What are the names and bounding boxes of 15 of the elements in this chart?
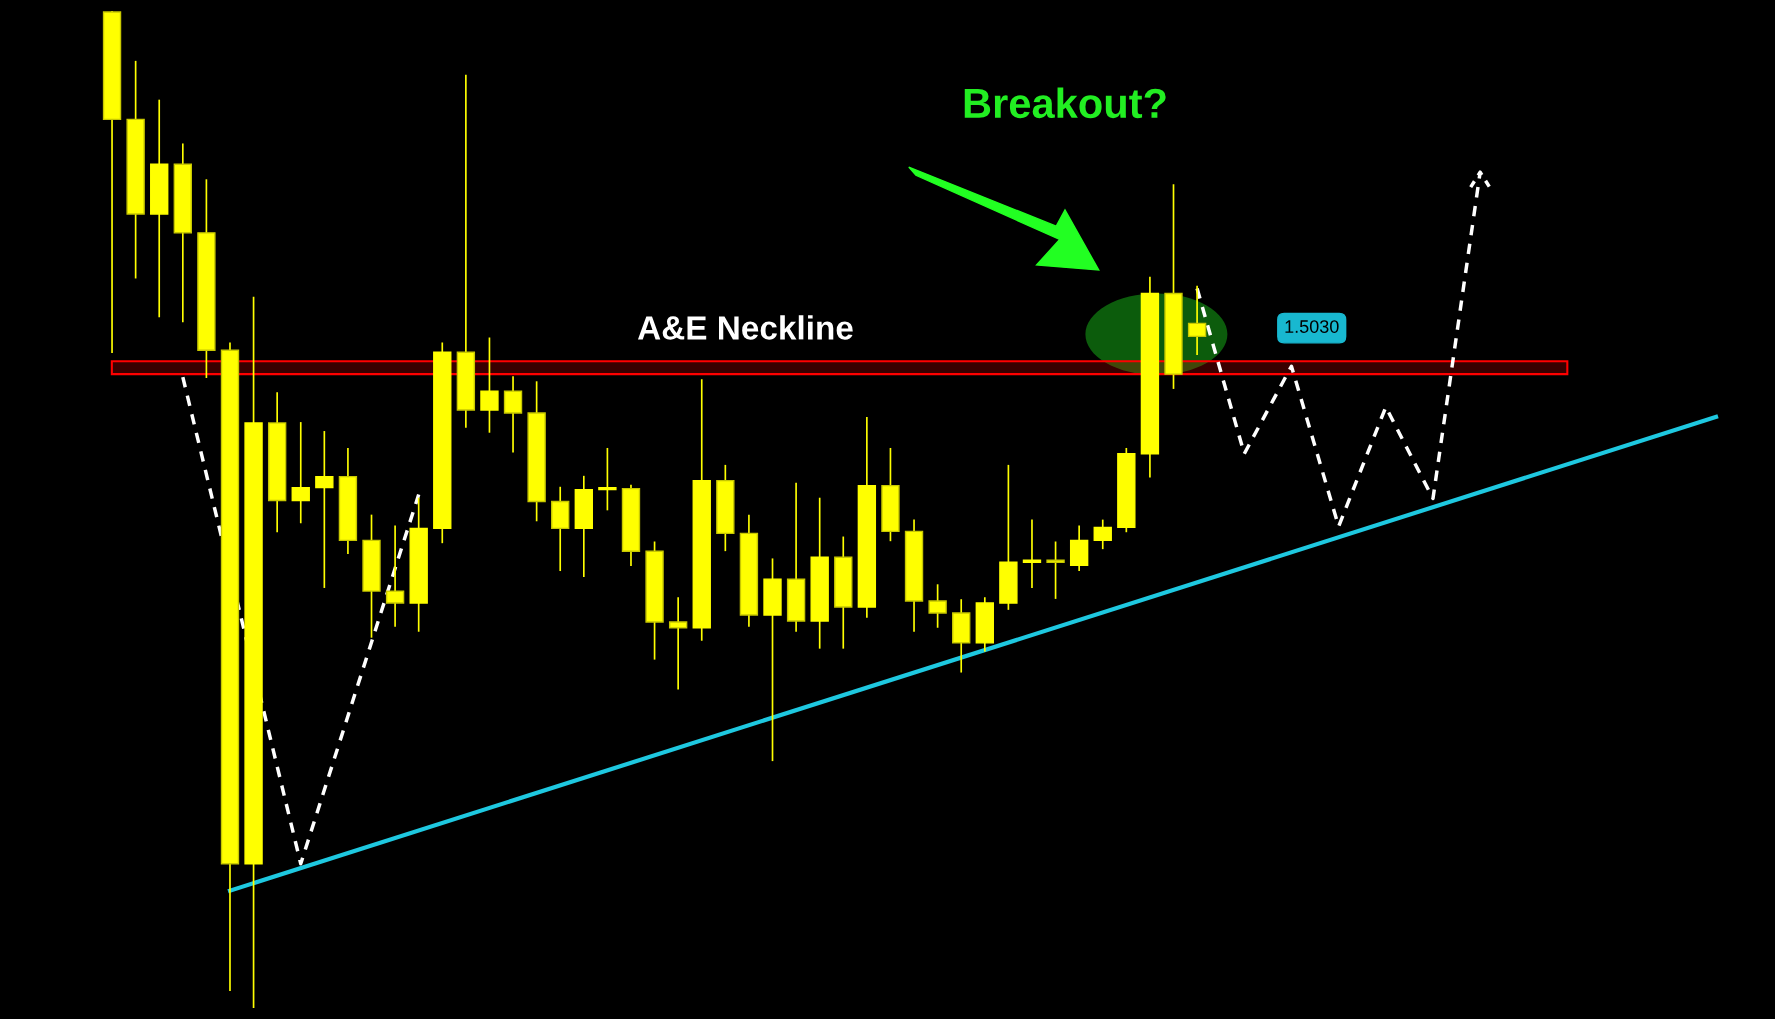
band-label: A&E Neckline	[637, 315, 853, 340]
candlestick	[291, 422, 310, 524]
annotation: Breakout?	[964, 87, 1166, 119]
annotation: 1.5030	[1285, 320, 1339, 333]
candlestick	[480, 337, 499, 433]
candlestick	[1046, 541, 1065, 599]
candlestick	[668, 597, 688, 690]
candlestick	[315, 431, 334, 588]
candlestick	[1187, 285, 1207, 356]
candlestick	[503, 376, 523, 453]
candlestick	[1093, 519, 1112, 550]
candlestick	[928, 584, 947, 628]
candlestick	[598, 447, 617, 511]
candlestick	[385, 525, 405, 627]
candlestick	[1022, 519, 1042, 588]
